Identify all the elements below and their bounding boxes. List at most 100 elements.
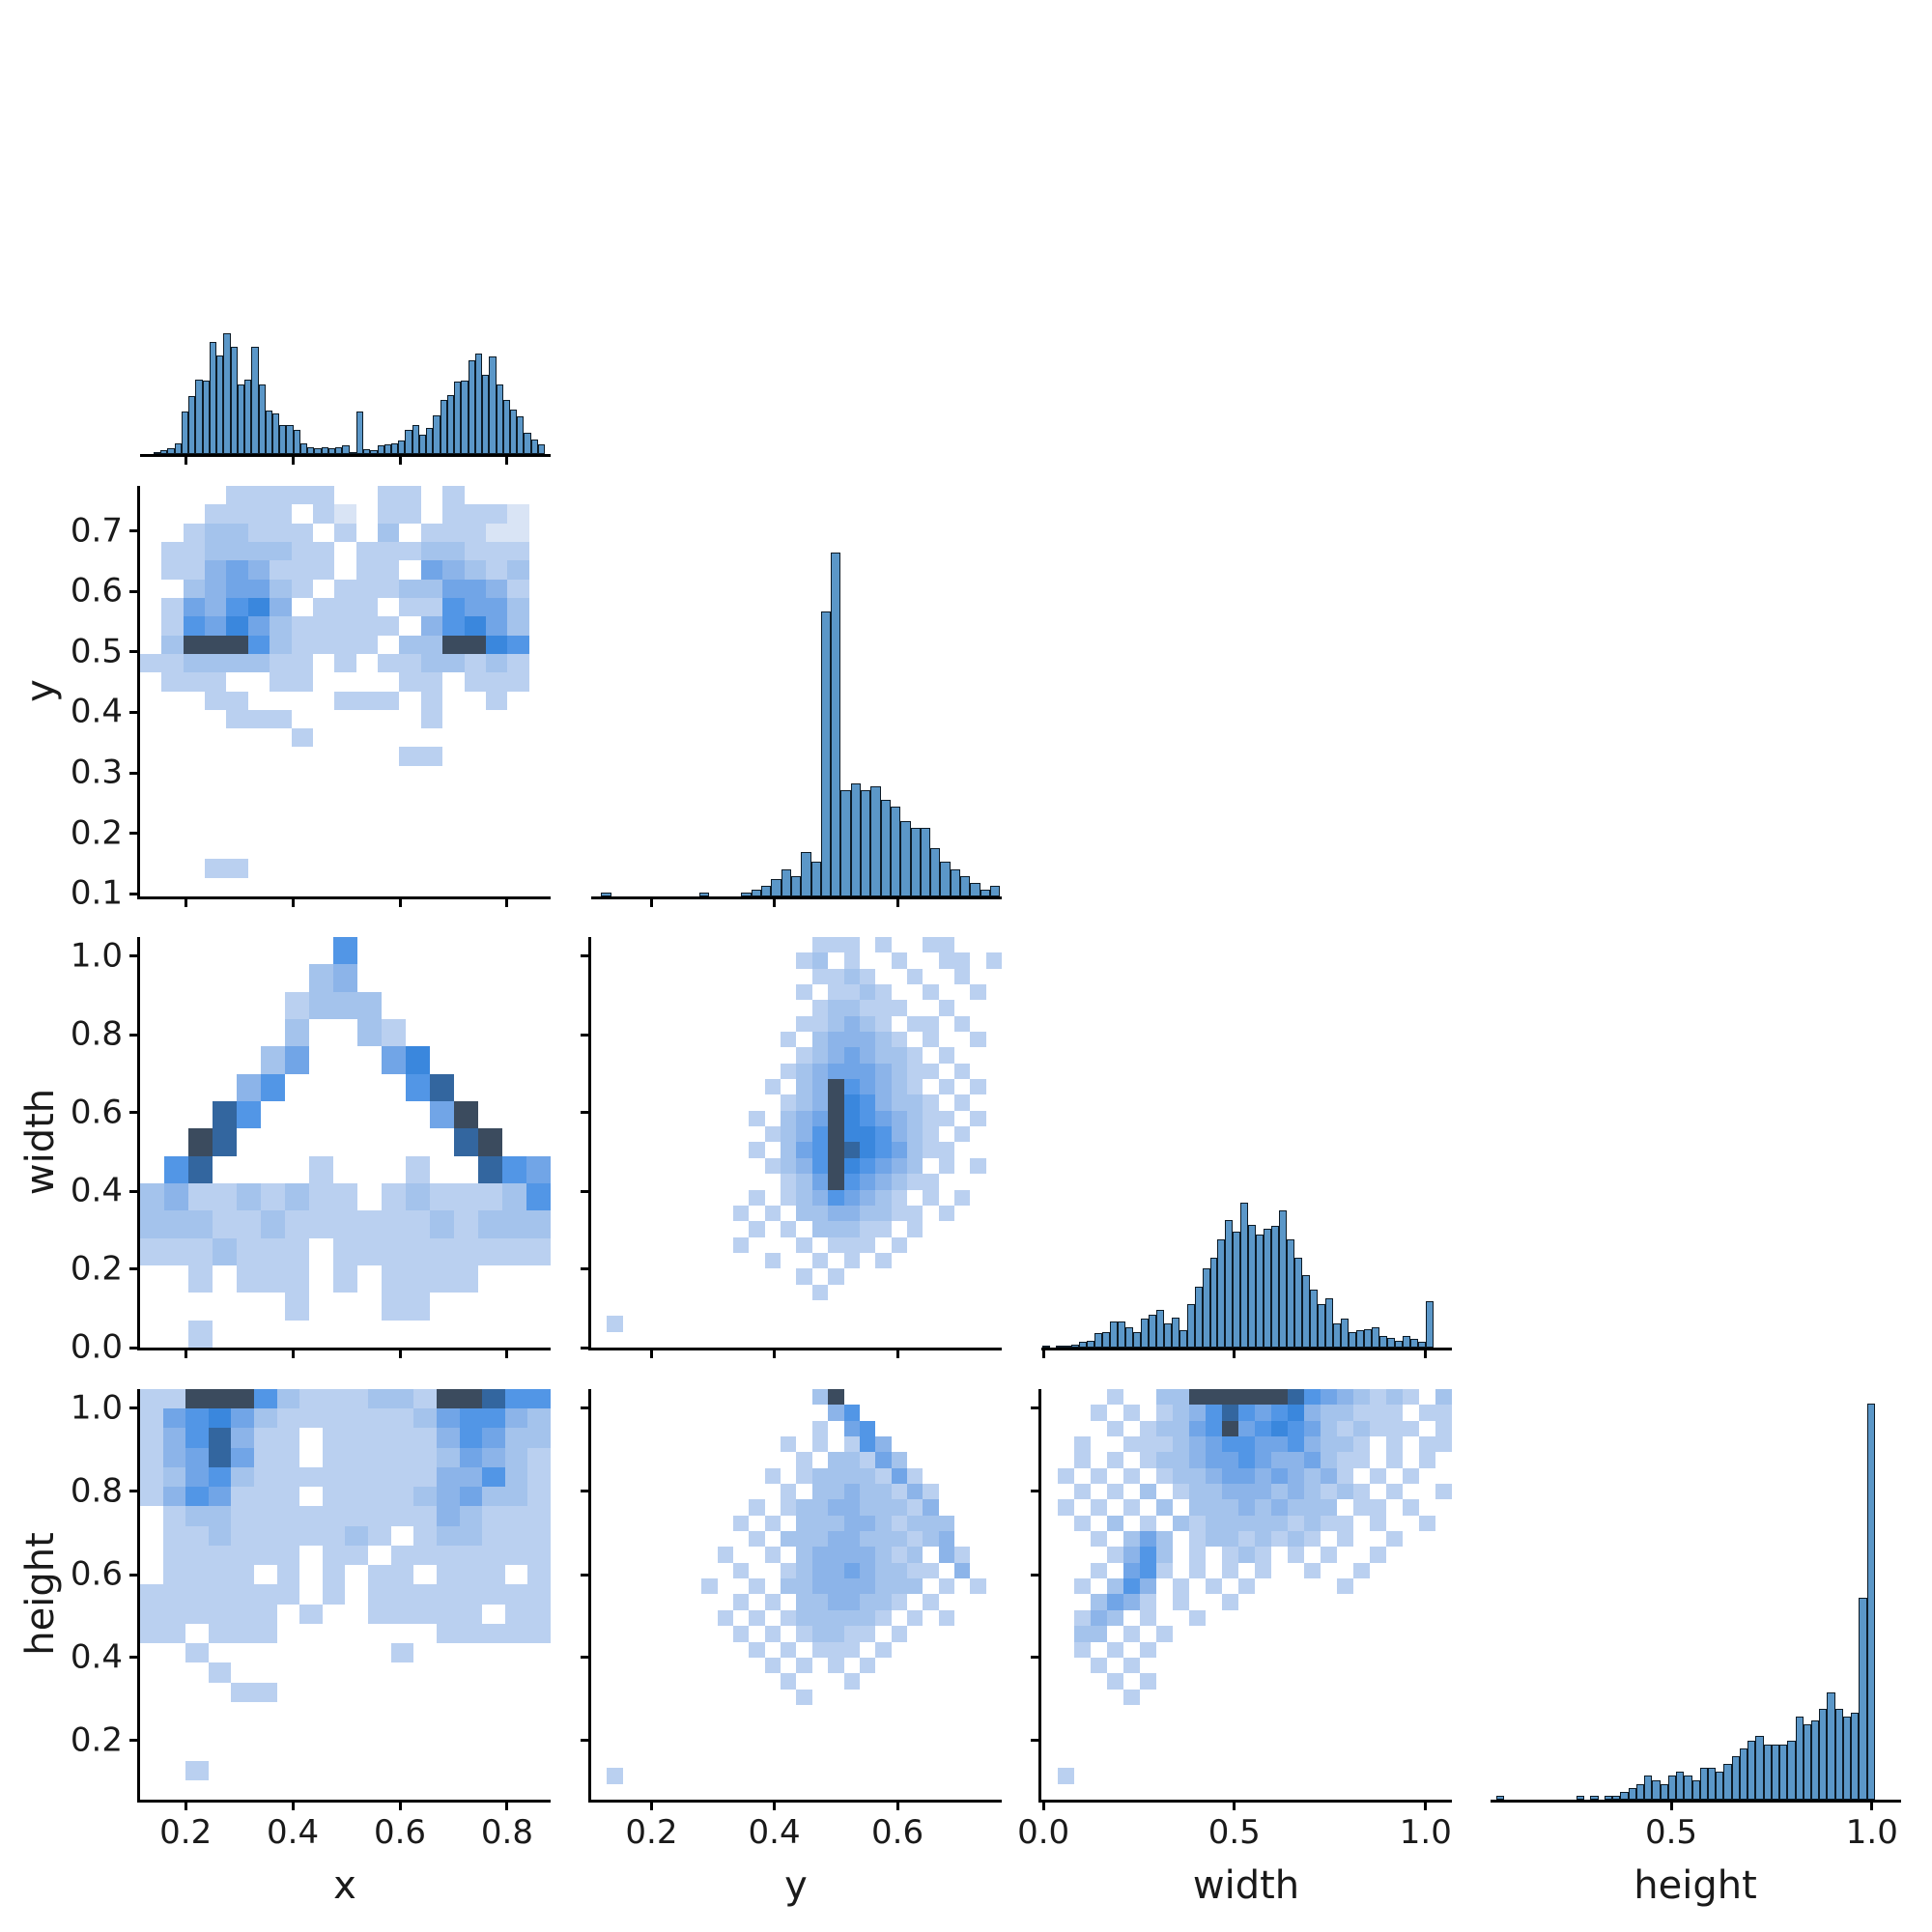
bottom-spine [140,454,551,457]
histogram-bar [418,435,427,454]
histogram-bar [1795,1716,1804,1800]
histogram-bar [1803,1724,1812,1800]
histogram-bar [1356,1330,1365,1348]
histogram-bar [761,886,772,896]
histogram-bar [1652,1779,1661,1800]
x-tick-label: 1.0 [1399,1813,1452,1852]
histogram-bar [1699,1768,1708,1800]
histogram-bar [489,355,497,454]
histogram-bar [1055,1346,1064,1348]
y-tick-mark [1031,1739,1041,1743]
y-tick-mark [581,1656,591,1660]
x-tick-label: 0.5 [1644,1813,1698,1852]
histogram-bar [286,425,294,454]
y-tick-mark [129,771,140,775]
heatmap-cells [591,937,1002,1348]
x-tick-mark [184,454,187,465]
histogram-bar [1349,1331,1357,1348]
histogram-bar [314,447,322,454]
x-tick-mark [1424,1348,1428,1358]
x-tick-label: 0.4 [267,1813,320,1852]
y-axis-label-height: height [18,1532,63,1656]
histogram-bar [524,432,531,454]
bottom-spine [137,1800,551,1803]
histogram-bar [223,333,231,454]
histogram-bar [363,449,371,454]
x-tick-mark [184,896,187,907]
y-tick-mark [129,1656,140,1660]
x-tick-mark [505,454,509,465]
histogram-bar [446,394,455,454]
bottom-spine [588,1800,1002,1803]
left-spine [137,1389,140,1803]
histogram-bar [1194,1287,1203,1348]
y-tick-label: 0.7 [70,511,123,551]
histogram-bar [154,451,161,454]
bottom-spine [591,896,1002,899]
panel-height-histogram: 0.5 1.0 [1491,1389,1901,1851]
panel-width-vs-y-heatmap [581,937,1002,1358]
histogram-bar [517,416,525,454]
histogram-bar [390,442,399,454]
histogram-bar [1771,1744,1780,1800]
histogram-bar [1186,1304,1195,1348]
y-tick-label: 0.5 [70,631,123,670]
left-spine [137,937,140,1350]
histogram-bar [1604,1795,1613,1800]
x-tick-mark [1233,1348,1236,1358]
panel-y-histogram [591,486,1002,907]
histogram-bar [1827,1692,1835,1800]
histogram-bar [1225,1220,1234,1348]
x-tick-mark [1233,1800,1236,1810]
histogram-bar [1866,1404,1875,1800]
y-tick-mark [581,954,591,958]
histogram-bar [1233,1232,1241,1348]
x-tick-label: 0.5 [1208,1813,1261,1852]
histogram-bar [502,399,510,454]
histogram-bar [174,442,182,454]
y-tick-mark [581,1189,591,1193]
y-tick-mark [129,650,140,654]
histogram-bar [970,882,980,896]
histogram-bar [1716,1772,1724,1800]
histogram-bar [1842,1716,1852,1800]
histogram-bar [1155,1310,1164,1348]
y-tick-mark [1031,1490,1041,1493]
histogram-bar [1620,1791,1629,1800]
x-tick-mark [649,1348,653,1358]
histogram-bar [1707,1768,1717,1800]
x-tick-mark [291,1800,295,1810]
histogram-bar [1644,1776,1653,1800]
histogram-bar [1684,1776,1692,1800]
histogram-bar [940,862,951,896]
histogram-bar [530,440,538,454]
y-tick-label: 0.6 [70,571,123,611]
y-tick-mark [129,1406,140,1410]
histogram-bar [930,848,941,896]
panel-x-histogram [140,43,551,465]
y-tick-mark [129,1189,140,1193]
heatmap-cells [140,486,551,896]
x-tick-mark [505,896,509,907]
histogram-bar [751,889,762,896]
histogram-bar [1217,1238,1226,1348]
histogram-bar [1755,1736,1764,1800]
histogram-bar [1171,1317,1179,1348]
histogram-bar [307,446,315,454]
histogram-bar [398,440,406,454]
histogram-bars [154,333,546,454]
histogram-bar [1202,1267,1210,1348]
histogram-bar [370,450,378,454]
left-spine [1038,1389,1041,1803]
bottom-spine [1038,1800,1452,1803]
x-tick-label: 0.2 [625,1813,678,1852]
left-spine [137,486,140,899]
histogram-bar [1140,1319,1149,1348]
bottom-spine [137,896,551,899]
x-tick-mark [895,896,899,907]
histogram-bar [1148,1314,1156,1348]
y-tick-mark [129,1346,140,1350]
y-tick-label: 0.2 [70,1249,123,1289]
y-tick-mark [129,1739,140,1743]
